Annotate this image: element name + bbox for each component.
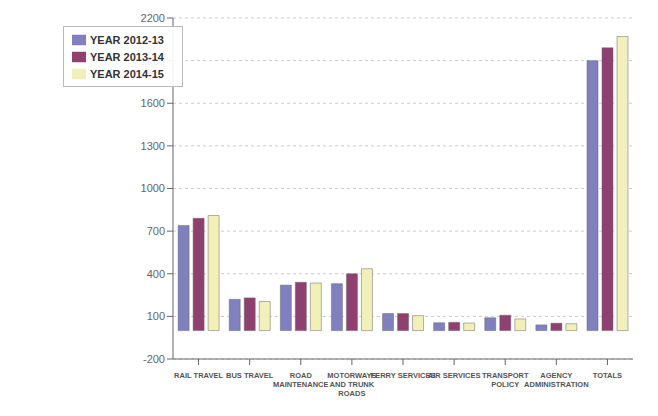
svg-text:AIR SERVICES: AIR SERVICES — [428, 371, 481, 380]
svg-text:ROADMAINTENANCE: ROADMAINTENANCE — [273, 371, 328, 389]
svg-text:1300: 1300 — [141, 140, 165, 152]
svg-text:1000: 1000 — [141, 182, 165, 194]
svg-text:TOTALS: TOTALS — [593, 371, 622, 380]
svg-text:BUS TRAVEL: BUS TRAVEL — [226, 371, 274, 380]
svg-text:700: 700 — [147, 225, 165, 237]
svg-text:1900: 1900 — [141, 55, 165, 67]
svg-text:-200: -200 — [143, 353, 165, 365]
svg-text:100: 100 — [147, 310, 165, 322]
svg-text:2200: 2200 — [141, 12, 165, 24]
svg-text:400: 400 — [147, 268, 165, 280]
svg-text:AGENCYADMINISTRATION: AGENCYADMINISTRATION — [524, 371, 588, 389]
svg-text:MOTORWAYSAND TRUNKROADS: MOTORWAYSAND TRUNKROADS — [327, 371, 376, 398]
svg-text:RAIL TRAVEL: RAIL TRAVEL — [174, 371, 223, 380]
svg-text:TRANSPORTPOLICY: TRANSPORTPOLICY — [482, 371, 529, 389]
svg-text:FERRY SERVICES: FERRY SERVICES — [371, 371, 436, 380]
svg-text:1600: 1600 — [141, 97, 165, 109]
